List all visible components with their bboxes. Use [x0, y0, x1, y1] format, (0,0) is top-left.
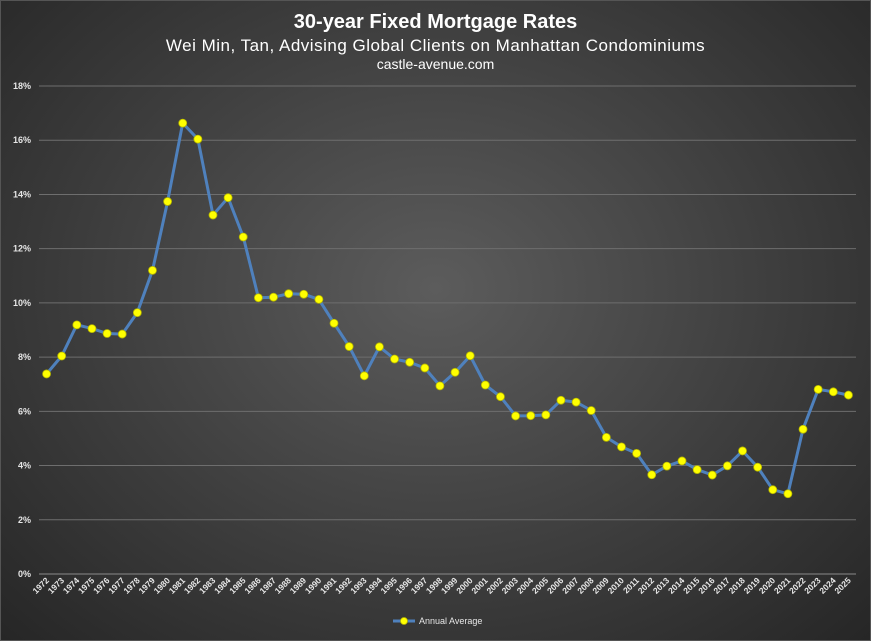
- y-tick-label: 18%: [13, 81, 31, 91]
- data-point: [692, 465, 702, 475]
- chart-title: 30-year Fixed Mortgage Rates: [293, 11, 578, 33]
- data-point: [359, 371, 369, 381]
- data-point: [828, 387, 838, 397]
- y-tick-label: 6%: [18, 406, 31, 416]
- y-tick-label: 8%: [18, 352, 31, 362]
- data-point: [541, 410, 551, 420]
- data-point: [253, 293, 263, 303]
- data-point: [722, 461, 732, 471]
- data-point: [511, 411, 520, 421]
- y-tick-label: 14%: [13, 189, 31, 199]
- data-point: [148, 265, 157, 275]
- data-point: [284, 289, 294, 299]
- data-point: [208, 210, 218, 220]
- data-point: [647, 470, 657, 480]
- data-point: [163, 197, 173, 206]
- y-tick-label: 10%: [13, 298, 31, 308]
- data-point: [813, 384, 823, 394]
- data-point: [193, 134, 203, 144]
- data-point: [223, 193, 233, 203]
- data-point: [390, 354, 399, 364]
- data-point: [375, 342, 384, 352]
- y-tick-label: 2%: [18, 515, 31, 525]
- legend-label: Annual Average: [419, 616, 482, 626]
- series-line: [45, 121, 849, 496]
- data-point: [768, 485, 778, 495]
- data-point: [844, 390, 853, 400]
- data-point: [87, 324, 97, 334]
- data-point: [132, 308, 142, 318]
- data-point: [420, 363, 430, 373]
- y-tick-label: 16%: [13, 135, 31, 145]
- data-point: [798, 424, 808, 434]
- data-point: [117, 329, 127, 339]
- y-tick-label: 4%: [18, 461, 31, 471]
- data-point: [738, 446, 747, 456]
- data-point: [450, 367, 460, 377]
- data-point: [329, 318, 339, 328]
- x-tick-label: 2025: [832, 575, 853, 596]
- data-point: [753, 462, 763, 472]
- data-point: [102, 329, 112, 338]
- data-point: [586, 406, 596, 415]
- data-point: [783, 489, 793, 499]
- data-point: [238, 232, 248, 242]
- data-point: [178, 118, 188, 128]
- data-point: [617, 442, 626, 452]
- data-point: [405, 357, 415, 367]
- data-point: [465, 351, 475, 361]
- data-point: [677, 456, 687, 466]
- data-point: [556, 395, 566, 405]
- data-point: [526, 411, 536, 421]
- data-point: [571, 397, 581, 407]
- y-tick-label: 0%: [18, 569, 31, 579]
- data-point: [707, 470, 717, 480]
- data-point: [314, 294, 324, 304]
- data-point: [496, 392, 505, 402]
- data-point: [480, 380, 490, 390]
- data-point: [269, 292, 278, 302]
- data-point: [344, 342, 354, 351]
- data-point: [42, 369, 51, 379]
- data-point: [601, 432, 611, 442]
- data-point: [72, 320, 82, 330]
- chart-subtitle: Wei Min, Tan, Advising Global Clients on…: [165, 36, 706, 55]
- data-point: [435, 381, 445, 391]
- data-point: [662, 461, 672, 471]
- legend-marker: [400, 617, 408, 625]
- data-point: [632, 448, 642, 458]
- y-tick-label: 12%: [13, 244, 31, 254]
- chart-source: castle-avenue.com: [376, 56, 495, 72]
- data-point: [299, 289, 309, 299]
- data-point: [57, 351, 67, 361]
